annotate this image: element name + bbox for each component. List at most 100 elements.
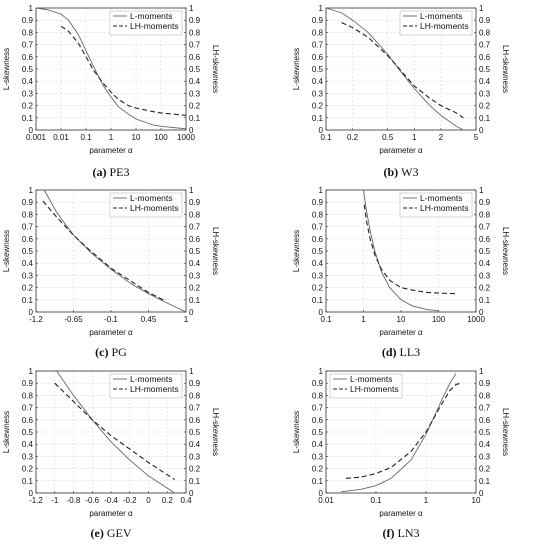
chart-panel-ln3: 0 0 0.1 0.1 0.2 0.2 0.3 0.3 0.4 0.4 0.5 0.5 0.6 0.6 0.… <box>292 367 510 540</box>
y-tick-label-right: 0.1 <box>189 114 201 123</box>
y-tick-label-right: 0.8 <box>479 28 491 37</box>
series-line-lh-moments <box>363 204 457 295</box>
x-tick-label: 0.45 <box>141 315 157 324</box>
y-tick-label-left: 0.1 <box>22 477 34 486</box>
y-tick-label-right: 0.9 <box>479 379 491 388</box>
x-tick-label: 1 <box>412 133 417 142</box>
legend-box <box>109 192 183 218</box>
series-line-l-moments <box>35 7 187 130</box>
y-tick-label-left: 0.1 <box>312 296 324 305</box>
y-tick-label-right: 0.6 <box>189 416 201 425</box>
y-tick-label-right: 0.7 <box>189 41 201 50</box>
y-tick-label-right: 0.3 <box>189 452 201 461</box>
y-tick-label-left: 0.1 <box>312 477 324 486</box>
x-axis-label: parameter α <box>379 146 423 155</box>
y-tick-label-right: 0.7 <box>479 41 491 50</box>
y-tick-label-right: 0.9 <box>189 16 201 25</box>
legend-label: LH-moments <box>130 384 179 394</box>
x-tick-label: 10 <box>472 496 481 505</box>
y-tick-label-left: 0.1 <box>22 114 34 123</box>
y-tick-label-left: 0.2 <box>312 465 324 474</box>
x-tick-label: 5 <box>474 133 479 142</box>
y-tick-label-right: 0.6 <box>479 235 491 244</box>
x-tick-label: 10 <box>397 315 406 324</box>
x-tick-label: 0.5 <box>382 133 394 142</box>
y-tick-label-left: 0.7 <box>312 223 324 232</box>
caption-name: W3 <box>401 165 418 179</box>
x-tick-label: 0.01 <box>53 133 69 142</box>
y-tick-label-left: 0.2 <box>22 284 34 293</box>
y-tick-label-right: 0.1 <box>479 477 491 486</box>
y-tick-label-right: 0.2 <box>479 284 491 293</box>
y-tick-label-right: 0.8 <box>189 210 201 219</box>
y-tick-label-right: 0.4 <box>479 440 491 449</box>
y-tick-label-left: 0.2 <box>312 102 324 111</box>
y-tick-label-right: 0.7 <box>479 404 491 413</box>
caption-name: LN3 <box>398 526 420 540</box>
y-axis-label-right: LH-skewness <box>211 408 220 456</box>
panel-caption: (e) GEV <box>91 526 132 540</box>
y-tick-label-left: 1 <box>29 367 34 376</box>
y-tick-label-right: 0.8 <box>479 210 491 219</box>
x-tick-label: 1 <box>424 496 429 505</box>
y-tick-label-right: 0.5 <box>479 247 491 256</box>
y-tick-label-left: 0.6 <box>22 53 34 62</box>
y-tick-label-right: 0.3 <box>479 271 491 280</box>
series-line-l-moments <box>43 189 187 313</box>
legend-label: L-moments <box>420 193 463 203</box>
y-tick-label-left: 0.6 <box>312 53 324 62</box>
y-tick-label-right: 0.4 <box>189 77 201 86</box>
series-line-l-moments <box>56 370 175 494</box>
y-tick-label-left: 0.6 <box>22 416 34 425</box>
y-tick-label-right: 0.1 <box>189 477 201 486</box>
panel-caption: (b) W3 <box>384 165 419 179</box>
y-tick-label-right: 0.8 <box>479 391 491 400</box>
y-tick-label-left: 0 <box>319 126 324 135</box>
x-tick-label: 1000 <box>467 315 485 324</box>
legend-label: L-moments <box>130 374 173 384</box>
x-tick-label: 0.2 <box>347 133 359 142</box>
y-tick-label-left: 0.4 <box>22 259 34 268</box>
panel-caption: (d) LL3 <box>382 345 420 359</box>
series-line-lh-moments <box>345 382 462 479</box>
legend-box <box>109 10 183 36</box>
x-tick-label: 0 <box>146 496 151 505</box>
y-tick-label-left: 0.4 <box>22 440 34 449</box>
x-tick-label: 0.4 <box>180 496 192 505</box>
y-tick-label-left: 0.8 <box>22 210 34 219</box>
x-tick-label: 0.2 <box>162 496 174 505</box>
y-tick-label-right: 0 <box>479 126 484 135</box>
y-tick-label-left: 0.8 <box>22 391 34 400</box>
y-axis-label-left: L-skewness <box>2 230 11 272</box>
x-tick-label: 1 <box>184 315 189 324</box>
y-tick-label-right: 0.9 <box>479 16 491 25</box>
y-tick-label-left: 0.9 <box>22 198 34 207</box>
y-axis-label-right: LH-skewness <box>501 227 510 275</box>
y-tick-label-left: 0.7 <box>312 41 324 50</box>
x-tick-label: 0.01 <box>318 496 334 505</box>
y-tick-label-right: 0.2 <box>189 465 201 474</box>
legend-label: L-moments <box>130 193 173 203</box>
panel-caption: (f) LN3 <box>383 526 420 540</box>
caption-name: PG <box>111 345 127 359</box>
y-tick-label-right: 0.4 <box>189 259 201 268</box>
y-tick-label-right: 0.3 <box>479 452 491 461</box>
legend-label: LH-moments <box>350 384 399 394</box>
x-tick-label: 0.1 <box>370 496 382 505</box>
y-tick-label-right: 0.6 <box>189 53 201 62</box>
x-tick-label: -0.2 <box>123 496 137 505</box>
y-axis-label-left: L-skewness <box>292 48 301 90</box>
y-axis-label-right: LH-skewness <box>211 45 220 93</box>
y-tick-label-left: 0 <box>29 489 34 498</box>
y-tick-label-right: 0.7 <box>479 223 491 232</box>
y-tick-label-right: 1 <box>479 367 484 376</box>
series-line-l-moments <box>340 373 457 493</box>
y-axis-label-left: L-skewness <box>292 230 301 272</box>
y-tick-label-left: 0.8 <box>312 28 324 37</box>
y-tick-label-right: 0 <box>189 489 194 498</box>
y-tick-label-left: 0.2 <box>312 284 324 293</box>
y-axis-label-left: L-skewness <box>2 411 11 453</box>
